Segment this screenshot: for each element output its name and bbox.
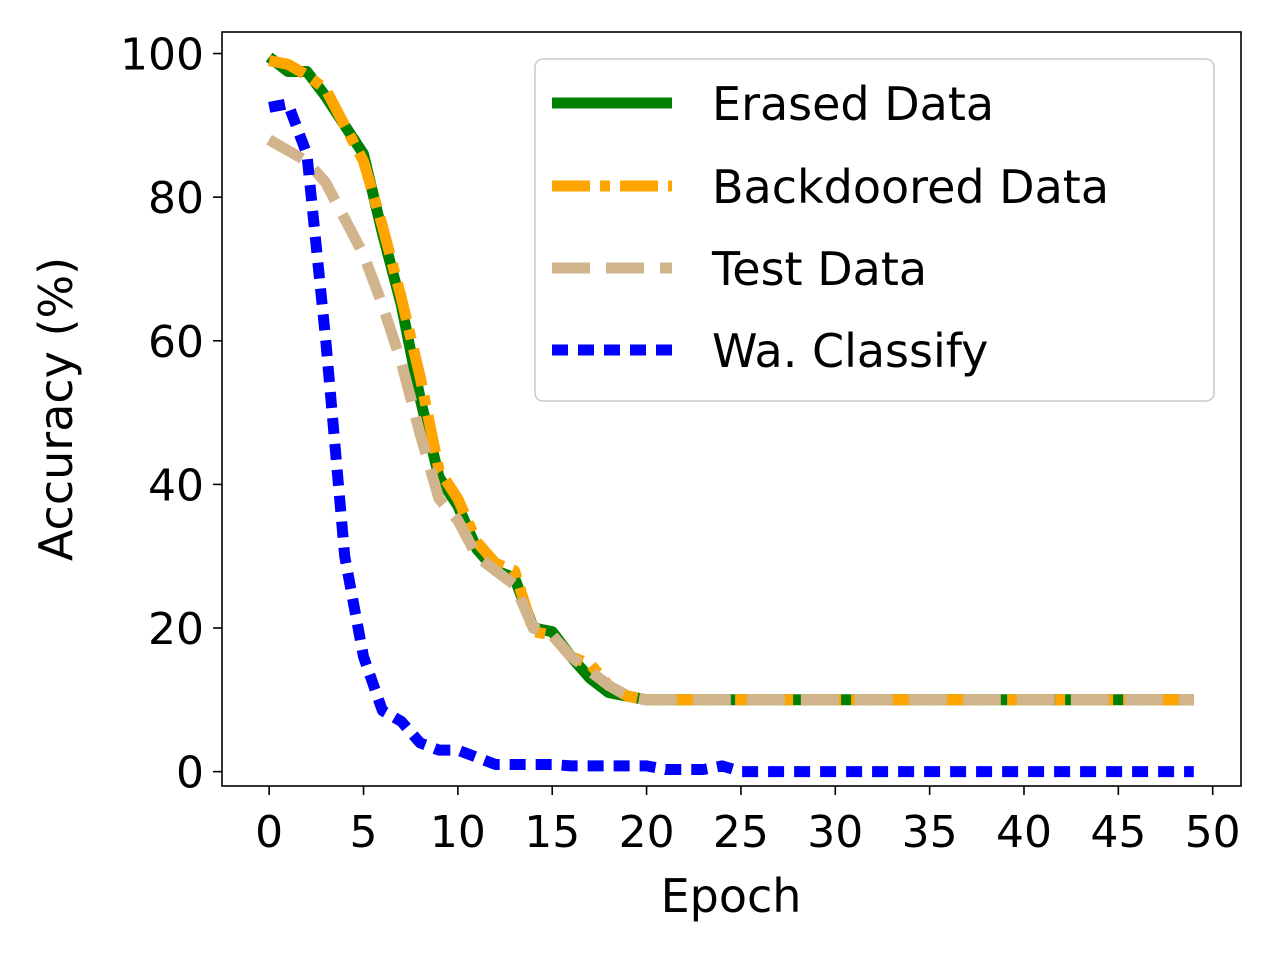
x-tick-label: 10 [430,807,486,858]
x-tick-label: 35 [902,807,958,858]
legend-label-erased-data: Erased Data [712,77,994,131]
series-line-test-data [266,134,1194,706]
x-tick-label: 40 [996,807,1052,858]
legend-box [534,58,1215,402]
y-tick-label: 80 [148,173,204,224]
legend-label-test-data: Test Data [711,242,927,296]
y-tick-label: 0 [176,748,204,799]
series-line-wa-classify [268,98,1194,778]
y-tick-label: 60 [148,317,204,368]
x-axis-ticks: 0 5 10 15 20 25 30 35 40 45 50 [255,786,1241,858]
x-tick-label: 15 [524,807,580,858]
x-tick-label: 45 [1090,807,1146,858]
legend-label-backdoored-data: Backdoored Data [712,160,1109,214]
x-tick-label: 50 [1185,807,1241,858]
x-axis-label: Epoch [661,869,802,923]
y-axis-label: Accuracy (%) [29,257,83,561]
y-tick-label: 40 [148,460,204,511]
x-tick-label: 5 [350,807,378,858]
x-tick-label: 25 [713,807,769,858]
plot-frame [221,31,1242,787]
x-tick-label: 20 [619,807,675,858]
y-axis-ticks: 0 20 40 60 80 100 [120,30,222,799]
legend: Erased Data Backdoored Data Test Data Wa. C… [534,58,1215,402]
x-tick-label: 0 [255,807,283,858]
legend-label-wa-classify: Wa. Classify [712,324,988,378]
y-tick-label: 20 [148,604,204,655]
series-layer [265,52,1194,778]
y-tick-label: 100 [120,30,204,81]
legend-entries: Erased Data Backdoored Data Test Data Wa. C… [552,77,1109,378]
x-tick-label: 30 [807,807,863,858]
